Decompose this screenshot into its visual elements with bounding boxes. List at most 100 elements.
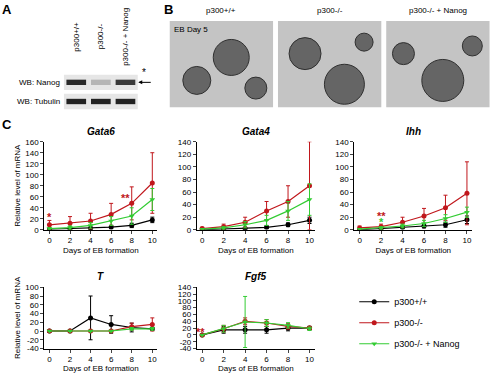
svg-text:0: 0 — [47, 355, 52, 364]
svg-text:80: 80 — [182, 303, 191, 312]
svg-text:p300-/- + Nanog: p300-/- + Nanog — [409, 6, 467, 15]
svg-text:EB Day 5: EB Day 5 — [174, 25, 208, 34]
svg-text:8: 8 — [129, 236, 134, 245]
svg-text:120: 120 — [178, 290, 192, 299]
svg-text:Gata6: Gata6 — [87, 126, 115, 137]
svg-text:10: 10 — [305, 236, 314, 245]
svg-text:100: 100 — [178, 297, 192, 306]
svg-text:Days of EB formation: Days of EB formation — [375, 246, 451, 255]
svg-text:-40: -40 — [180, 344, 192, 353]
svg-text:Relative level of mRNA: Relative level of mRNA — [13, 144, 22, 227]
svg-text:0: 0 — [200, 355, 205, 364]
svg-text:2: 2 — [221, 355, 226, 364]
svg-text:Gata4: Gata4 — [242, 126, 270, 137]
svg-text:60: 60 — [182, 188, 191, 197]
svg-text:20: 20 — [182, 213, 191, 222]
svg-text:140: 140 — [178, 138, 192, 147]
svg-text:p300-/-: p300-/- — [317, 6, 343, 15]
svg-text:**: ** — [377, 210, 386, 222]
svg-text:6: 6 — [264, 355, 269, 364]
svg-text:40: 40 — [182, 200, 191, 209]
svg-text:-40: -40 — [27, 344, 39, 353]
svg-text:p300-/-: p300-/- — [96, 24, 105, 50]
svg-text:2: 2 — [68, 236, 73, 245]
svg-text:2: 2 — [221, 236, 226, 245]
svg-text:140: 140 — [335, 138, 349, 147]
svg-text:p300+/+: p300+/+ — [206, 6, 236, 15]
svg-text:20: 20 — [182, 324, 191, 333]
svg-text:80: 80 — [340, 175, 349, 184]
svg-text:6: 6 — [109, 236, 114, 245]
svg-text:0: 0 — [34, 226, 39, 235]
svg-text:8: 8 — [129, 355, 134, 364]
svg-text:8: 8 — [443, 236, 448, 245]
svg-text:*: * — [142, 67, 146, 78]
svg-text:4: 4 — [243, 236, 248, 245]
svg-text:C: C — [2, 117, 12, 132]
svg-text:Fgf5: Fgf5 — [245, 271, 267, 282]
svg-text:40: 40 — [30, 204, 39, 213]
svg-text:10: 10 — [462, 236, 471, 245]
svg-text:Days of EB formation: Days of EB formation — [63, 246, 139, 255]
svg-text:4: 4 — [400, 236, 405, 245]
svg-text:80: 80 — [182, 175, 191, 184]
svg-text:**: ** — [121, 192, 130, 204]
svg-text:100: 100 — [25, 171, 39, 180]
svg-text:p300+/+: p300+/+ — [394, 297, 427, 307]
svg-text:40: 40 — [340, 200, 349, 209]
svg-text:6: 6 — [264, 236, 269, 245]
svg-text:2: 2 — [68, 355, 73, 364]
svg-text:WB: Tubulin: WB: Tubulin — [17, 97, 60, 106]
svg-text:2: 2 — [379, 236, 384, 245]
svg-text:140: 140 — [25, 149, 39, 158]
svg-text:0: 0 — [187, 331, 192, 340]
svg-text:Days of EB formation: Days of EB formation — [218, 246, 294, 255]
svg-text:-20: -20 — [27, 336, 39, 345]
svg-text:*: * — [379, 216, 384, 228]
svg-text:20: 20 — [30, 318, 39, 327]
svg-text:8: 8 — [286, 355, 291, 364]
svg-text:Ihh: Ihh — [406, 126, 421, 137]
svg-text:p300+/+: p300+/+ — [72, 22, 81, 52]
svg-text:0: 0 — [187, 226, 192, 235]
svg-text:10: 10 — [148, 236, 157, 245]
svg-text:60: 60 — [30, 301, 39, 310]
svg-text:T: T — [97, 271, 104, 282]
svg-text:20: 20 — [30, 215, 39, 224]
svg-text:120: 120 — [25, 160, 39, 169]
svg-text:Days of EB formation: Days of EB formation — [218, 364, 294, 373]
svg-text:100: 100 — [335, 163, 349, 172]
svg-text:60: 60 — [340, 188, 349, 197]
svg-text:60: 60 — [30, 193, 39, 202]
svg-text:80: 80 — [30, 182, 39, 191]
svg-text:60: 60 — [182, 310, 191, 319]
svg-text:10: 10 — [305, 355, 314, 364]
svg-text:40: 40 — [182, 317, 191, 326]
svg-text:*: * — [47, 211, 52, 223]
svg-text:0: 0 — [34, 327, 39, 336]
svg-text:A: A — [2, 2, 12, 17]
svg-text:120: 120 — [335, 150, 349, 159]
svg-text:p300-/-: p300-/- — [394, 318, 423, 328]
svg-text:Relative level of mRNA: Relative level of mRNA — [13, 276, 22, 359]
svg-text:0: 0 — [200, 236, 205, 245]
svg-text:8: 8 — [286, 236, 291, 245]
svg-text:6: 6 — [422, 236, 427, 245]
svg-text:**: ** — [196, 326, 205, 338]
svg-text:B: B — [164, 2, 173, 17]
svg-text:-20: -20 — [180, 338, 192, 347]
svg-text:p300-/- + Nanog: p300-/- + Nanog — [121, 8, 130, 66]
svg-text:160: 160 — [25, 138, 39, 147]
svg-text:100: 100 — [178, 163, 192, 172]
svg-text:WB: Nanog: WB: Nanog — [19, 78, 60, 87]
svg-text:100: 100 — [25, 283, 39, 292]
svg-text:Days of EB formation: Days of EB formation — [63, 364, 139, 373]
svg-text:10: 10 — [148, 355, 157, 364]
svg-text:140: 140 — [178, 283, 192, 292]
svg-text:20: 20 — [340, 213, 349, 222]
svg-text:4: 4 — [88, 236, 93, 245]
svg-text:4: 4 — [88, 355, 93, 364]
svg-text:0: 0 — [357, 236, 362, 245]
svg-text:80: 80 — [30, 292, 39, 301]
svg-text:40: 40 — [30, 309, 39, 318]
